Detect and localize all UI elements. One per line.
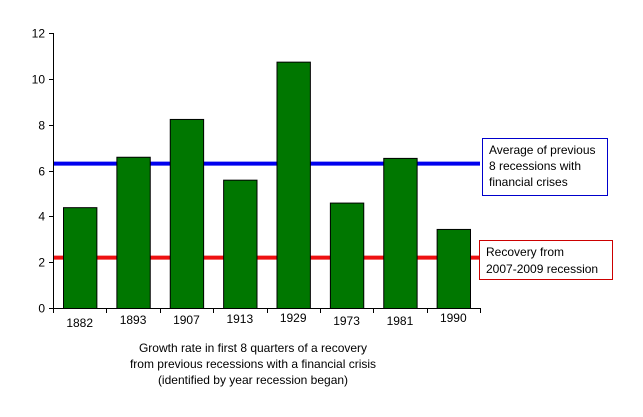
x-axis-title-line: (identified by year recession began) [158, 373, 348, 387]
y-tick-label: 12 [32, 27, 46, 41]
x-tick-label: 1893 [120, 313, 147, 327]
x-tick-label: 1929 [280, 311, 307, 325]
x-tick-label: 1981 [387, 314, 414, 328]
y-tick-label: 8 [38, 119, 45, 133]
legend-recovery-line: 2007-2009 recession [486, 262, 598, 276]
legend-average-line: 8 recessions with [489, 159, 581, 173]
x-tick-label: 1907 [173, 313, 200, 327]
bar-1907 [169, 118, 205, 309]
x-axis-title-line: Growth rate in first 8 quarters of a rec… [139, 341, 367, 355]
x-tick-label: 1882 [66, 316, 93, 330]
axes: 0 2 4 6 8 10 12 1882 1893 1907 1913 1929 1973 1981 199… [32, 27, 481, 330]
legend-recovery-box [479, 240, 613, 280]
bar-1882 [63, 207, 98, 310]
bar-1990 [436, 228, 471, 309]
y-tick-label: 4 [38, 210, 45, 224]
legend-recovery-line: Recovery from [486, 245, 564, 259]
legend-average-line: Average of previous [489, 143, 596, 157]
y-tick-label: 2 [38, 256, 45, 270]
x-tick-label: 1973 [333, 314, 360, 328]
y-tick-label: 10 [32, 73, 46, 87]
x-tick-label: 1990 [440, 311, 467, 325]
bar-1913 [223, 179, 258, 309]
y-tick-label: 0 [38, 302, 45, 316]
x-axis-title: Growth rate in first 8 quarters of a rec… [130, 341, 376, 387]
x-axis-title-line: from previous recessions with a financia… [130, 357, 376, 371]
legend-average: Average of previous 8 recessions with fi… [482, 138, 608, 196]
y-tick-label: 6 [38, 165, 45, 179]
bar-1893 [116, 156, 151, 309]
bars [63, 61, 471, 310]
bar-1973 [329, 202, 365, 309]
x-tick-label: 1913 [226, 312, 253, 326]
legend-average-box [482, 138, 608, 196]
legend-recovery: Recovery from 2007-2009 recession [479, 240, 613, 280]
legend-average-line: financial crises [489, 175, 568, 189]
bar-1981 [383, 157, 418, 309]
bar-1929 [276, 61, 311, 310]
